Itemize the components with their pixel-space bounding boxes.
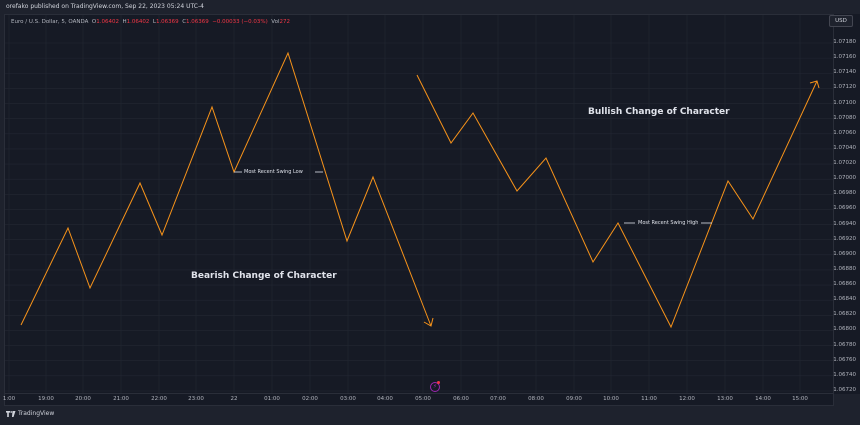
price-label: 1.06820 — [833, 311, 856, 318]
bullish-title: Bullish Change of Character — [588, 107, 730, 117]
time-label: 23:00 — [188, 396, 204, 402]
close-value: 1.06369 — [186, 19, 209, 25]
price-label: 1.07120 — [833, 84, 856, 91]
price-label: 1.07140 — [833, 69, 856, 76]
time-axis[interactable]: 1:00 19:00 20:00 21:00 22:00 23:00 22 01:00 02:0… — [2, 394, 834, 406]
price-label: 1.07080 — [833, 114, 856, 121]
price-label: 1.06860 — [833, 281, 856, 288]
price-scale[interactable]: 1.07180 1.07160 1.07140 1.07120 1.07100 1.070… — [833, 14, 860, 394]
footer: TradingView — [6, 410, 54, 417]
high-value: 1.06402 — [126, 19, 150, 25]
price-label: 1.06720 — [833, 386, 856, 393]
currency-button[interactable]: USD — [829, 15, 853, 27]
time-label: 05:00 — [415, 396, 431, 402]
price-label: 1.06760 — [833, 356, 856, 363]
bullish-swing-line — [416, 74, 818, 329]
swing-low-label: Most Recent Swing Low — [244, 169, 303, 175]
low-label: L — [152, 19, 156, 25]
time-label: 03:00 — [340, 396, 356, 402]
volume-value: 272 — [279, 19, 291, 25]
high-label: H — [122, 19, 127, 25]
chart-pane[interactable]: Euro / U.S. Dollar, 5, OANDA O1.06402 H1… — [4, 14, 834, 394]
close-label: C — [182, 19, 187, 25]
notification-dot-icon — [437, 381, 440, 384]
open-label: O — [91, 19, 97, 25]
bearish-arrow-head-icon — [423, 317, 434, 327]
time-label: 14:00 — [755, 396, 771, 402]
price-label: 1.06840 — [833, 296, 856, 303]
price-label: 1.06740 — [833, 371, 856, 378]
price-label: 1.07160 — [833, 54, 856, 61]
time-label: 22:00 — [151, 396, 167, 402]
tradingview-logo-icon — [6, 410, 16, 417]
price-label: 1.06920 — [833, 235, 856, 242]
price-label: 1.06940 — [833, 220, 856, 227]
price-label: 1.06780 — [833, 341, 856, 348]
published-text: orefako published on TradingView.com, Se… — [6, 3, 204, 10]
chart-plot — [5, 15, 833, 393]
bullish-arrow-head-icon — [809, 80, 820, 89]
time-label: 01:00 — [264, 396, 280, 402]
price-label: 1.06800 — [833, 326, 856, 333]
change-value: −0.00033 (−0.03%) — [212, 19, 268, 25]
price-label: 1.07040 — [833, 144, 856, 151]
price-label: 1.06980 — [833, 190, 856, 197]
time-label: 06:00 — [453, 396, 469, 402]
price-label: 1.07060 — [833, 129, 856, 136]
open-value: 1.06402 — [96, 19, 119, 25]
published-header: orefako published on TradingView.com, Se… — [0, 0, 860, 14]
time-label: 12:00 — [679, 396, 695, 402]
price-label: 1.07180 — [833, 39, 856, 45]
time-label: 1:00 — [2, 396, 16, 402]
time-label: 22 — [230, 396, 238, 402]
time-label: 07:00 — [490, 396, 506, 402]
price-label: 1.06880 — [833, 265, 856, 272]
time-label: 13:00 — [717, 396, 733, 402]
time-label: 11:00 — [641, 396, 657, 402]
time-label: 02:00 — [302, 396, 318, 402]
price-label: 1.07100 — [833, 99, 856, 106]
bearish-swing-line — [20, 51, 432, 327]
time-label: 10:00 — [603, 396, 619, 402]
time-label: 19:00 — [38, 396, 54, 402]
price-label: 1.06900 — [833, 250, 856, 257]
price-label: 1.07020 — [833, 160, 856, 167]
lightning-event-icon[interactable]: ⚡ — [430, 382, 440, 392]
swing-high-label: Most Recent Swing High — [638, 220, 699, 226]
time-label: 09:00 — [566, 396, 582, 402]
time-label: 04:00 — [377, 396, 393, 402]
time-label: 15:00 — [792, 396, 808, 402]
ohlc-legend: Euro / U.S. Dollar, 5, OANDA O1.06402 H1… — [11, 19, 290, 25]
time-label: 08:00 — [528, 396, 544, 402]
time-label: 20:00 — [75, 396, 91, 402]
volume-label: Vol — [271, 19, 280, 25]
price-label: 1.07000 — [833, 175, 856, 182]
symbol-name[interactable]: Euro / U.S. Dollar, 5, OANDA — [11, 19, 89, 25]
price-label: 1.06960 — [833, 205, 856, 212]
time-label: 21:00 — [113, 396, 129, 402]
brand-name[interactable]: TradingView — [18, 410, 55, 417]
low-value: 1.06369 — [155, 19, 179, 25]
bearish-title: Bearish Change of Character — [191, 271, 337, 281]
